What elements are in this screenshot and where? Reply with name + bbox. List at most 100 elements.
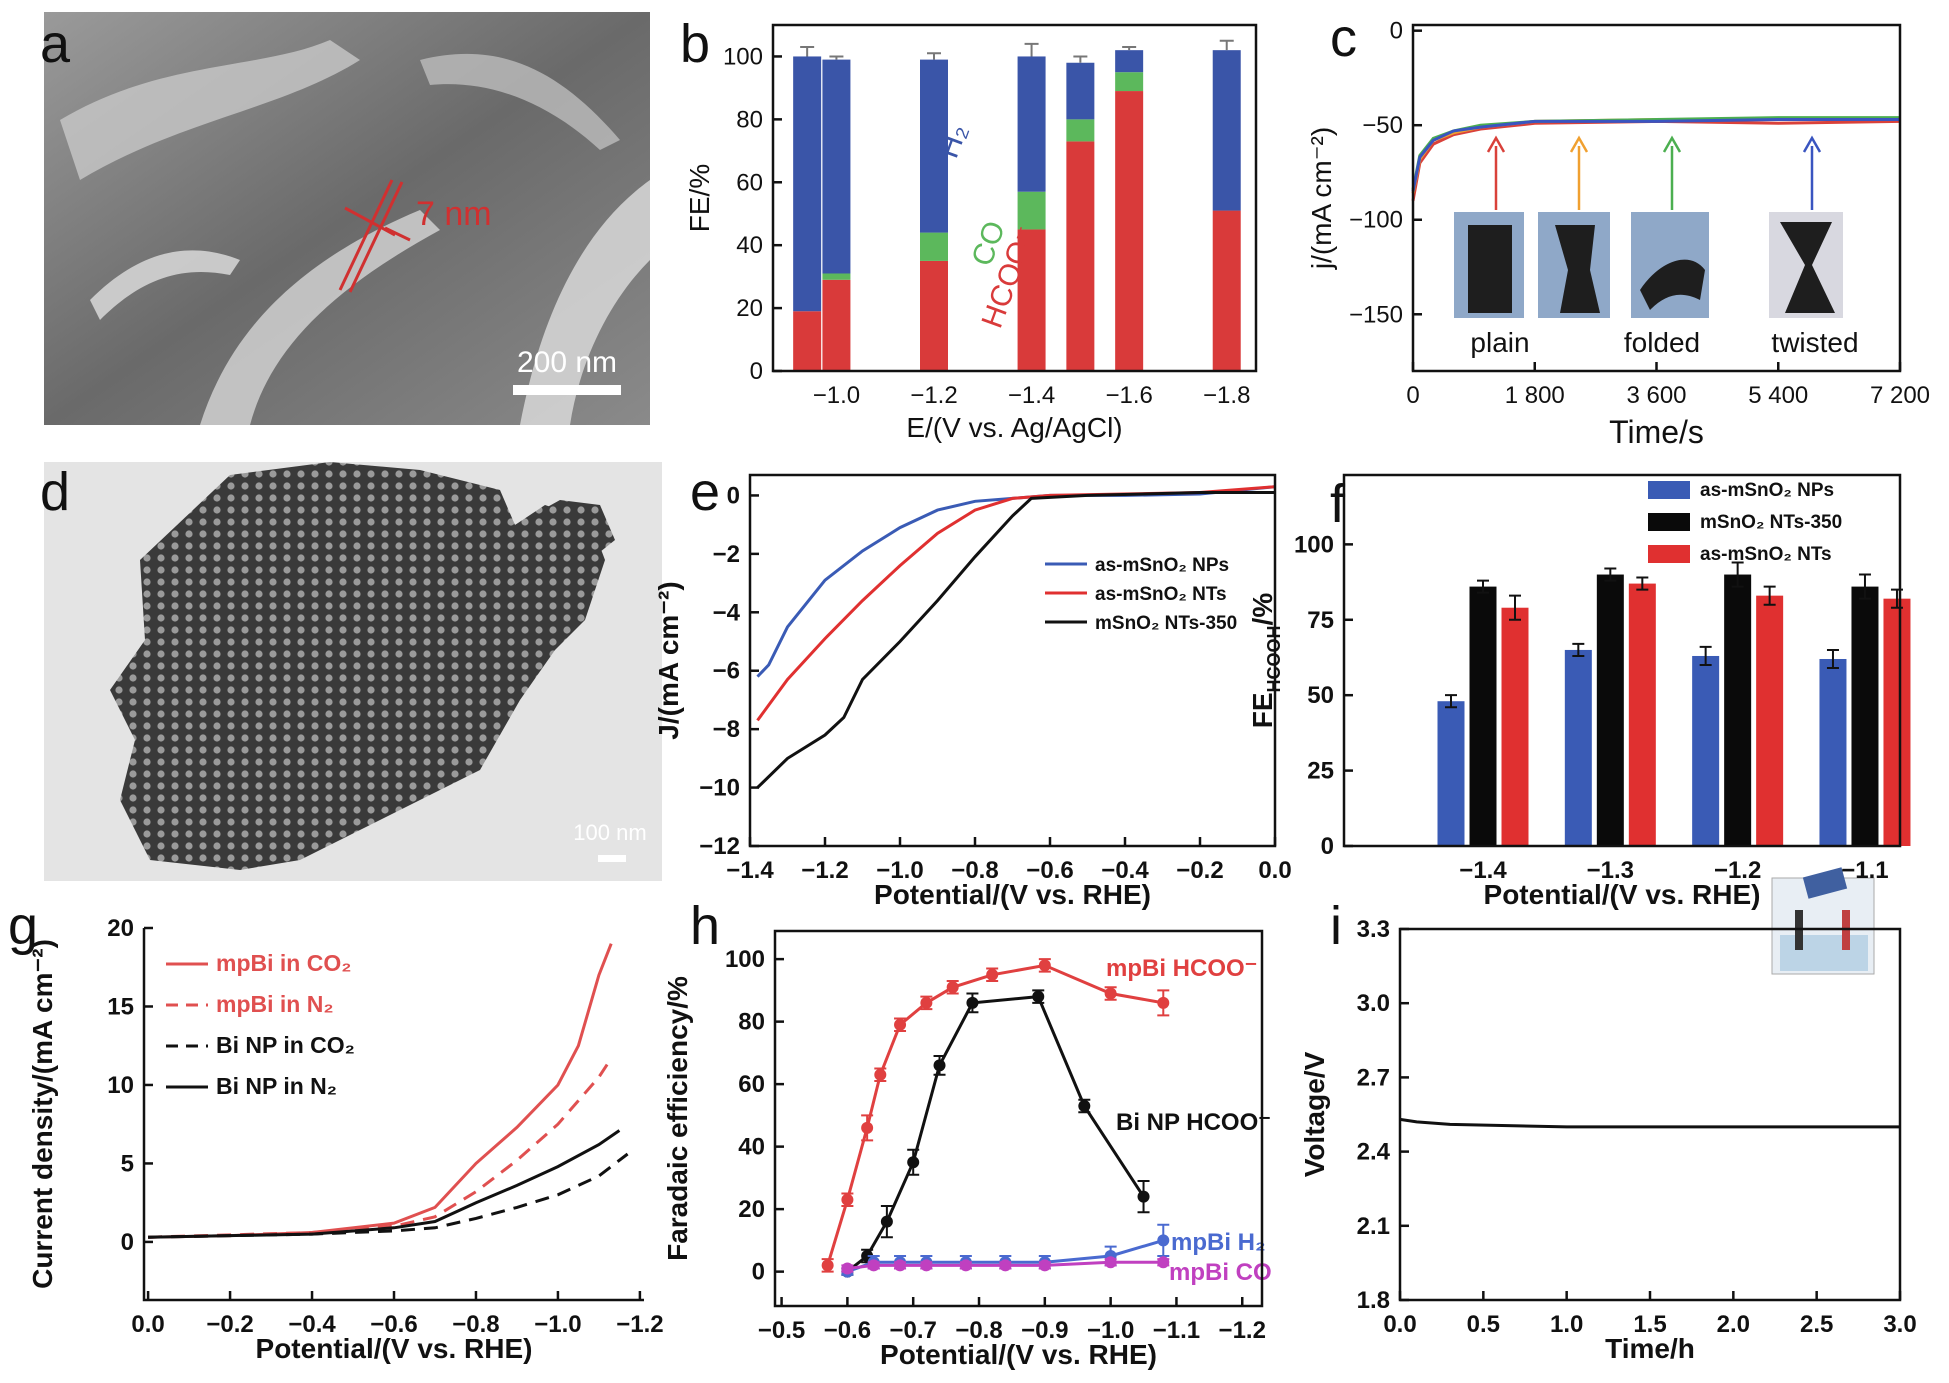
y-tick-label: −4 (713, 599, 741, 626)
bar-segment (1017, 56, 1046, 192)
y-tick-label: 100 (1294, 531, 1334, 558)
x-tick-label: −1.0 (813, 382, 860, 409)
axes-frame (773, 929, 1264, 1308)
axes-frame (1342, 473, 1902, 848)
bar-segment (822, 59, 851, 274)
bar-segment (793, 311, 822, 371)
legend-label: as-mSnO₂ NPs (1095, 555, 1229, 576)
error-bar (1858, 573, 1871, 600)
bar (1883, 598, 1911, 846)
y-tick-label: 5 (121, 1150, 134, 1177)
error-bar (829, 55, 844, 60)
marker (966, 996, 979, 1009)
error-bar (1073, 55, 1088, 63)
chart-panel: 0 −50 −100 −150 0 1 800 3 600 5 400 7 200 Time/s j… (1306, 18, 1930, 450)
y-tick-label: 80 (738, 1009, 765, 1036)
x-axis-label: Time/h (1605, 1333, 1695, 1364)
y-tick-label: −10 (699, 775, 740, 802)
y-axis-label: J/(mA cm⁻²) (653, 581, 684, 739)
y-tick-label: 75 (1307, 607, 1334, 634)
error-bar (1731, 561, 1744, 588)
error-bar (1699, 645, 1712, 667)
chart-panel: 0 20 40 60 80 100 −1.0 −1.2 −1.4 −1.6 −1.8 E/(V vs.… (684, 23, 1258, 443)
error-bar (1509, 594, 1521, 621)
bar-segment (1066, 119, 1095, 142)
bar (1469, 586, 1497, 846)
marker (1157, 996, 1170, 1009)
y-axis-label-part: /% (1247, 593, 1278, 626)
error-bar (1826, 648, 1839, 670)
y-tick-label: −8 (713, 716, 740, 743)
annotation: twisted (1771, 327, 1858, 358)
marker (867, 1259, 880, 1272)
marker (1038, 1259, 1051, 1272)
y-axis-label: j/(mA cm⁻²) (1306, 127, 1337, 270)
marker (1078, 1100, 1091, 1112)
x-tick-label: −0.8 (951, 857, 998, 884)
x-axis-label: Potential/(V vs. RHE) (880, 1339, 1157, 1370)
marker (1032, 990, 1045, 1003)
x-tick-label: −0.6 (370, 1311, 417, 1338)
error-bar (927, 52, 941, 60)
x-axis-label: Potential/(V vs. RHE) (256, 1333, 533, 1364)
y-tick-label: 1.8 (1357, 1287, 1390, 1314)
bar (1819, 658, 1847, 846)
error-bar (1636, 576, 1649, 591)
error-bar (1572, 642, 1585, 657)
y-tick-label: 0 (121, 1229, 134, 1256)
line-series (1411, 118, 1900, 192)
x-tick-label: −1.0 (1087, 1317, 1134, 1344)
y-axis-label: FEHCOOH/% (1247, 593, 1284, 729)
legend-label: mpBi in N₂ (216, 991, 334, 1017)
line-series (846, 995, 1145, 1273)
bar-segment (1017, 191, 1046, 230)
x-tick-label: −0.9 (1021, 1317, 1068, 1344)
y-tick-label: 15 (107, 993, 134, 1020)
y-tick-label: 20 (736, 295, 763, 322)
series-label: mpBi CO (1169, 1259, 1272, 1286)
y-tick-label: 60 (736, 169, 763, 196)
x-tick-label: −0.2 (206, 1311, 253, 1338)
x-tick-label: −1.1 (1841, 857, 1888, 884)
marker (874, 1068, 887, 1081)
marker (1157, 1256, 1170, 1269)
line-series (148, 1057, 613, 1239)
y-tick-label: 0 (1390, 18, 1403, 45)
y-tick-label: 60 (738, 1071, 765, 1098)
legend-label: as-mSnO₂ NPs (1700, 480, 1834, 501)
error-bar (800, 46, 815, 57)
y-tick-label: 100 (723, 43, 763, 70)
error-bar (1763, 585, 1776, 606)
x-tick-label: −1.1 (1153, 1317, 1200, 1344)
chart-panel: 1.8 2.1 2.4 2.7 3.0 3.3 0.0 0.5 1.0 1.5 2.0 2.5 3.0 T… (1299, 916, 1917, 1364)
y-tick-label: 20 (107, 915, 134, 942)
panel-letter: c (1330, 8, 1357, 68)
y-tick-label: −12 (699, 833, 740, 860)
y-axis-label: FE/% (684, 164, 715, 232)
y-axis-label: Faradaic efficiency/% (662, 976, 693, 1261)
x-tick-label: −0.4 (1101, 857, 1149, 884)
y-axis-label-part: HCOOH (1264, 625, 1284, 692)
axes-frame (748, 473, 1277, 848)
bar-segment (1212, 50, 1241, 211)
bar-segment (1212, 210, 1241, 371)
marker (959, 1259, 972, 1272)
x-tick-label: 1 800 (1505, 382, 1565, 409)
series-label: Bi NP HCOO⁻ (1116, 1109, 1271, 1136)
marker (1137, 1190, 1150, 1203)
x-tick-label: 1.5 (1633, 1311, 1666, 1338)
panel-letter: e (690, 462, 720, 522)
error-bar (1024, 42, 1039, 57)
bar-segment (1017, 229, 1046, 371)
marker (986, 968, 999, 981)
marker (933, 1059, 946, 1072)
error-bar (1122, 46, 1137, 51)
bar-segment (1115, 72, 1144, 92)
y-axis-label: Current density/(mA cm⁻²) (27, 939, 58, 1289)
x-tick-label: 0.0 (1258, 857, 1291, 884)
y-tick-label: 2.1 (1357, 1213, 1390, 1240)
panel-letter: g (8, 896, 38, 956)
axes-frame (771, 23, 1258, 373)
error-bar (1604, 567, 1617, 582)
chart-panel: 0 −2 −4 −6 −8 −10 −12−1.4 −1.2 −1.0 −0.8 −0.6 −0.4−… (653, 473, 1292, 910)
